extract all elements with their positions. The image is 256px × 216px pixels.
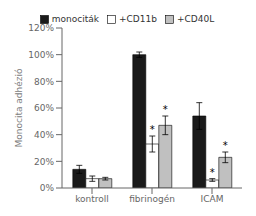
svg-text:ICAM: ICAM: [201, 194, 224, 204]
svg-text:120%: 120%: [28, 23, 54, 33]
html-text:+CD11b: +CD11b: [119, 14, 157, 24]
svg-text:fibrinogén: fibrinogén: [129, 194, 175, 204]
svg-text:0%: 0%: [40, 183, 55, 193]
svg-text:*: *: [163, 104, 168, 115]
svg-text:80%: 80%: [34, 77, 54, 87]
svg-text:*: *: [210, 167, 215, 178]
html-text:monociták: monociták: [51, 14, 99, 24]
svg-text:*: *: [150, 124, 155, 135]
svg-text:60%: 60%: [34, 103, 54, 113]
svg-text:40%: 40%: [34, 130, 54, 140]
svg-text:*: *: [223, 140, 228, 151]
svg-text:20%: 20%: [34, 157, 54, 167]
svg-text:kontroll: kontroll: [75, 194, 109, 204]
svg-text:100%: 100%: [28, 50, 54, 60]
html-text:+CD40L: +CD40L: [176, 14, 215, 24]
svg-text:Monocita adhézió: Monocita adhézió: [14, 68, 24, 148]
